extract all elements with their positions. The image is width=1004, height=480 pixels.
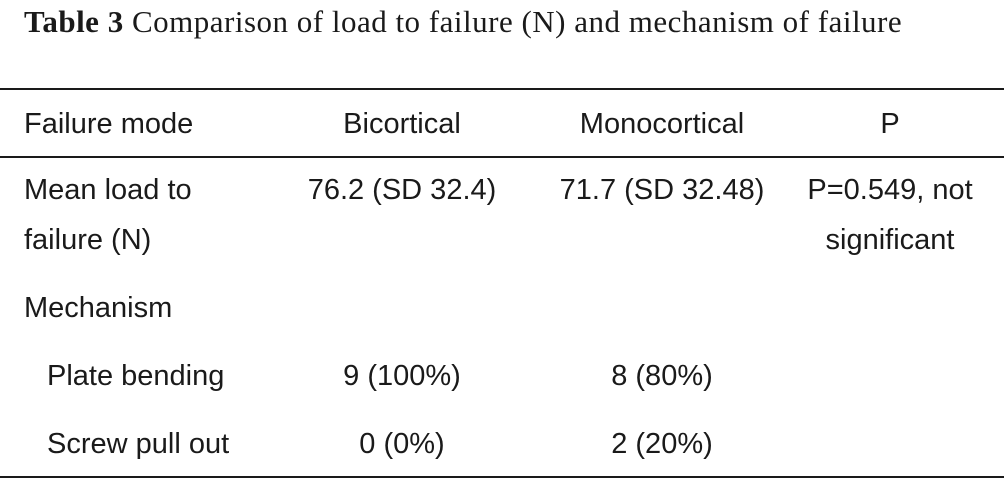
row-mechanism-label: Mechanism <box>24 292 173 324</box>
header-bicortical: Bicortical <box>343 108 461 140</box>
table-caption: Table 3 Comparison of load to failure (N… <box>24 0 984 44</box>
row-plate-bending-label: Plate bending <box>47 360 225 392</box>
table-caption-label: Table 3 <box>24 4 124 39</box>
row-screw-pull-out-label: Screw pull out <box>47 428 230 460</box>
row-mean-load-bicortical: 76.2 (SD 32.4) <box>307 174 497 206</box>
row-screw-pull-out-monocortical: 2 (20%) <box>611 428 713 460</box>
row-plate-bending-monocortical: 8 (80%) <box>611 360 713 392</box>
row-mean-load-label-line2: failure (N) <box>24 224 152 256</box>
table-bottom-rule <box>0 476 1004 478</box>
header-failure-mode: Failure mode <box>24 108 194 140</box>
table-header-rule <box>0 156 1004 158</box>
header-monocortical: Monocortical <box>579 108 745 140</box>
row-mean-load-monocortical: 71.7 (SD 32.48) <box>559 174 765 206</box>
header-p: P <box>880 108 900 140</box>
row-mean-load-p-line2: significant <box>825 224 955 256</box>
row-mean-load-p-line1: P=0.549, not <box>807 174 973 206</box>
row-plate-bending-bicortical: 9 (100%) <box>343 360 461 392</box>
row-mean-load-label-line1: Mean load to <box>24 174 192 206</box>
row-screw-pull-out-bicortical: 0 (0%) <box>359 428 445 460</box>
table-caption-text: Comparison of load to failure (N) and me… <box>131 4 903 39</box>
table-top-rule <box>0 88 1004 90</box>
